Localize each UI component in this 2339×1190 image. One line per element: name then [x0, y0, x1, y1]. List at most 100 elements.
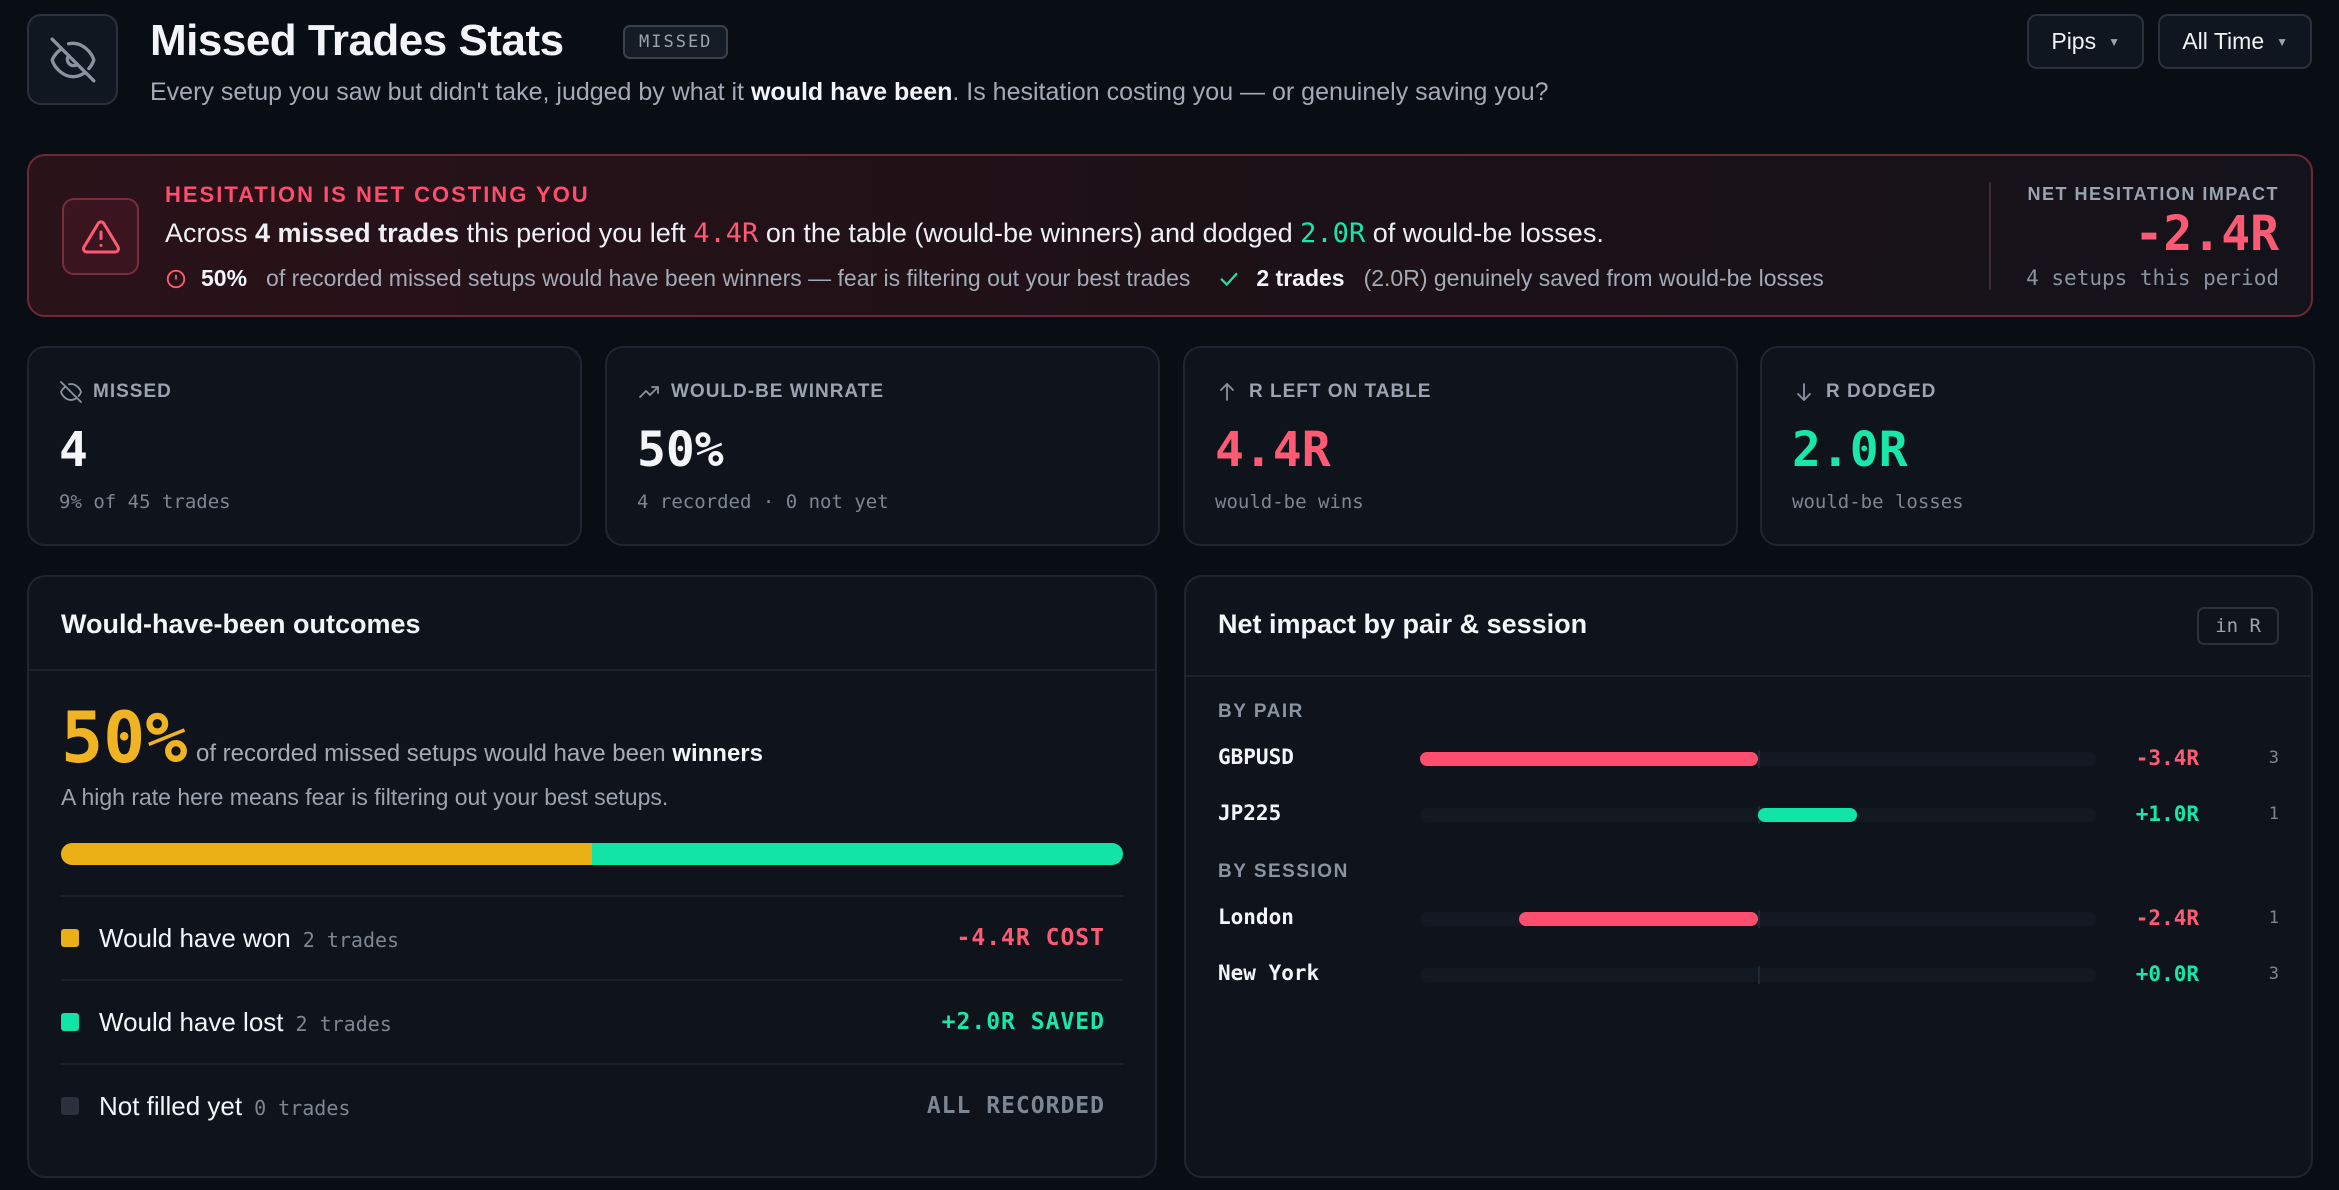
impact-row-name: GBPUSD	[1218, 745, 1294, 769]
stat-value: 4.4R	[1215, 422, 1331, 478]
impact-row-name: New York	[1218, 961, 1320, 985]
impact-bar	[1519, 912, 1758, 926]
stat-label: MISSED	[93, 381, 172, 402]
impact-value: -2.4R	[2135, 906, 2199, 930]
divider	[1989, 182, 1991, 290]
impact-value: +1.0R	[2135, 802, 2199, 826]
check-icon	[1218, 268, 1240, 290]
stat-sub: would-be wins	[1215, 491, 1364, 513]
impact-value: +0.0R	[2135, 962, 2199, 986]
stat-card-r-left: R LEFT ON TABLE 4.4R would-be wins	[1183, 346, 1738, 546]
chevron-down-icon: ▼	[2276, 35, 2288, 49]
stat-card-missed: MISSED 4 9% of 45 trades	[27, 346, 582, 546]
impact-row-session: London -2.4R 1	[1218, 899, 2279, 939]
impact-count: 3	[2268, 964, 2279, 984]
outcomes-panel: Would-have-been outcomes 50% of recorded…	[27, 575, 1157, 1178]
impact-row-pair: JP225 +1.0R 1	[1218, 795, 2279, 835]
eye-off-icon	[59, 380, 83, 404]
impact-track	[1420, 910, 2096, 928]
outcome-result: -4.4R COST	[956, 925, 1105, 951]
outcome-label: Would have won	[99, 923, 291, 953]
saved-trades-value: 2 trades	[1256, 265, 1345, 291]
impact-track	[1420, 966, 2096, 984]
stat-label: WOULD-BE WINRATE	[671, 381, 885, 402]
page-title: Missed Trades Stats	[150, 16, 564, 65]
zero-line	[1758, 750, 1760, 768]
eye-off-logo-icon	[27, 14, 118, 105]
stat-value: 4	[59, 422, 88, 478]
outcome-count: 2 trades	[295, 1012, 392, 1036]
impact-count: 1	[2268, 908, 2279, 928]
legend-swatch	[61, 929, 79, 947]
chevron-down-icon: ▼	[2108, 35, 2120, 49]
impact-value: -3.4R	[2135, 746, 2199, 770]
outcome-label: Would have lost	[99, 1007, 284, 1037]
hesitation-alert: HESITATION IS NET COSTING YOU Across 4 m…	[27, 154, 2313, 317]
outcome-row-not-filled: Not filled yet 0 trades ALL RECORDED	[61, 1063, 1123, 1147]
net-impact-label: NET HESITATION IMPACT	[2027, 184, 2279, 204]
winner-percentage-text: of recorded missed setups would have bee…	[196, 740, 763, 767]
page-header: Missed Trades Stats MISSED Every setup y…	[27, 14, 2312, 108]
divider	[29, 669, 1155, 671]
warning-icon	[62, 198, 139, 275]
legend-swatch	[61, 1013, 79, 1031]
outcome-count: 0 trades	[254, 1096, 351, 1120]
alert-kicker: HESITATION IS NET COSTING YOU	[165, 182, 590, 207]
winrate-text: of recorded missed setups would have bee…	[266, 265, 1191, 291]
impact-title: Net impact by pair & session	[1218, 609, 1588, 639]
outcomes-title: Would-have-been outcomes	[61, 609, 421, 639]
impact-row-session: New York +0.0R 3	[1218, 955, 2279, 995]
stat-value: 50%	[637, 422, 724, 478]
alert-circle-icon	[165, 268, 187, 290]
net-impact-sub: 4 setups this period	[2026, 266, 2279, 290]
outcome-split-bar	[61, 843, 1123, 865]
impact-panel: Net impact by pair & session in R BY PAI…	[1184, 575, 2313, 1178]
winner-percentage: 50%	[61, 697, 188, 779]
unit-dropdown[interactable]: Pips ▼	[2027, 14, 2144, 69]
missed-tag: MISSED	[623, 25, 729, 59]
impact-bar	[1420, 752, 1758, 766]
by-session-label: BY SESSION	[1218, 861, 1349, 882]
impact-bar	[1758, 808, 1858, 822]
divider	[1186, 675, 2311, 677]
outcome-row-lost: Would have lost 2 trades +2.0R SAVED	[61, 979, 1123, 1063]
alert-summary: Across 4 missed trades this period you l…	[165, 218, 1604, 249]
outcome-count: 2 trades	[302, 928, 400, 952]
arrow-up-icon	[1215, 380, 1239, 404]
zero-line	[1758, 966, 1760, 984]
impact-row-pair: GBPUSD -3.4R 3	[1218, 739, 2279, 779]
stat-sub: would-be losses	[1792, 491, 1964, 513]
impact-row-name: London	[1218, 905, 1294, 929]
zero-line	[1758, 910, 1760, 928]
outcome-row-won: Would have won 2 trades -4.4R COST	[61, 895, 1123, 979]
won-segment	[61, 843, 592, 865]
impact-count: 3	[2268, 748, 2279, 768]
impact-track	[1420, 750, 2096, 768]
stat-sub: 4 recorded · 0 not yet	[637, 491, 889, 513]
page-subtitle: Every setup you saw but didn't take, jud…	[150, 78, 1549, 106]
net-impact-value: -2.4R	[2134, 206, 2280, 262]
trend-up-icon	[637, 380, 661, 404]
winner-note: A high rate here means fear is filtering…	[61, 784, 669, 810]
lost-segment	[592, 843, 1123, 865]
stat-label: R LEFT ON TABLE	[1249, 381, 1432, 402]
outcome-label: Not filled yet	[99, 1091, 243, 1121]
saved-trades-text: (2.0R) genuinely saved from would-be los…	[1363, 265, 1824, 291]
winrate-value: 50%	[201, 265, 248, 291]
arrow-down-icon	[1792, 380, 1816, 404]
unit-tag: in R	[2197, 607, 2279, 645]
impact-count: 1	[2268, 804, 2279, 824]
impact-row-name: JP225	[1218, 801, 1282, 825]
impact-track	[1420, 806, 2096, 824]
by-pair-label: BY PAIR	[1218, 701, 1304, 722]
outcome-result: +2.0R SAVED	[941, 1009, 1105, 1035]
stat-card-r-dodged: R DODGED 2.0R would-be losses	[1760, 346, 2315, 546]
stat-value: 2.0R	[1792, 422, 1908, 478]
alert-details: 50% of recorded missed setups would have…	[165, 265, 1824, 292]
legend-swatch	[61, 1097, 79, 1115]
stat-label: R DODGED	[1826, 381, 1937, 402]
stat-card-winrate: WOULD-BE WINRATE 50% 4 recorded · 0 not …	[605, 346, 1160, 546]
stat-sub: 9% of 45 trades	[59, 491, 231, 513]
outcome-result: ALL RECORDED	[926, 1093, 1105, 1119]
period-dropdown[interactable]: All Time ▼	[2158, 14, 2312, 69]
